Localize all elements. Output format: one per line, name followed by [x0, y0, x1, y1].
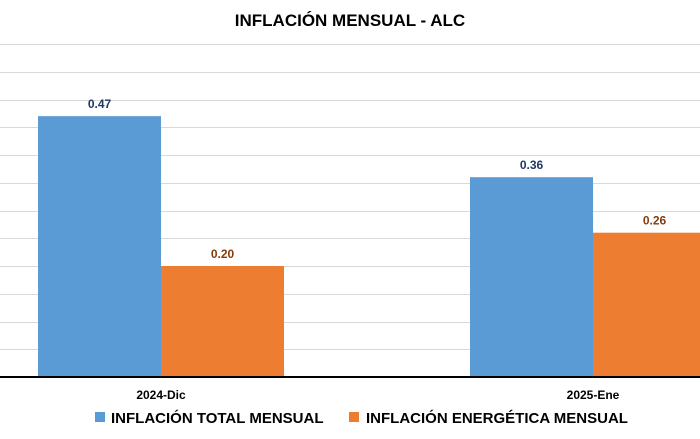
bar-series1-2025-ene: [470, 177, 593, 377]
chart-title: INFLACIÓN MENSUAL - ALC: [235, 11, 465, 30]
bars: [38, 116, 700, 378]
bar-series2-2024-dic: [161, 266, 284, 377]
category-labels: 2024-Dic 2025-Ene: [136, 388, 619, 402]
legend: INFLACIÓN TOTAL MENSUAL INFLACIÓN ENERGÉT…: [95, 409, 628, 427]
data-labels: 0.47 0.36 0.20 0.26: [88, 97, 667, 261]
data-label-series1-2024-dic: 0.47: [88, 97, 112, 111]
category-label-2024-dic: 2024-Dic: [136, 388, 186, 402]
legend-swatch-series1: [95, 412, 105, 422]
data-label-series1-2025-ene: 0.36: [520, 158, 544, 172]
data-label-series2-2025-ene: 0.26: [643, 214, 667, 228]
category-label-2025-ene: 2025-Ene: [567, 388, 620, 402]
bar-series1-2024-dic: [38, 116, 161, 378]
legend-swatch-series2: [349, 412, 359, 422]
bar-series2-2025-ene: [593, 232, 700, 377]
legend-label-series2: INFLACIÓN ENERGÉTICA MENSUAL: [366, 409, 628, 427]
data-label-series2-2024-dic: 0.20: [211, 247, 235, 261]
legend-label-series1: INFLACIÓN TOTAL MENSUAL: [111, 409, 324, 427]
